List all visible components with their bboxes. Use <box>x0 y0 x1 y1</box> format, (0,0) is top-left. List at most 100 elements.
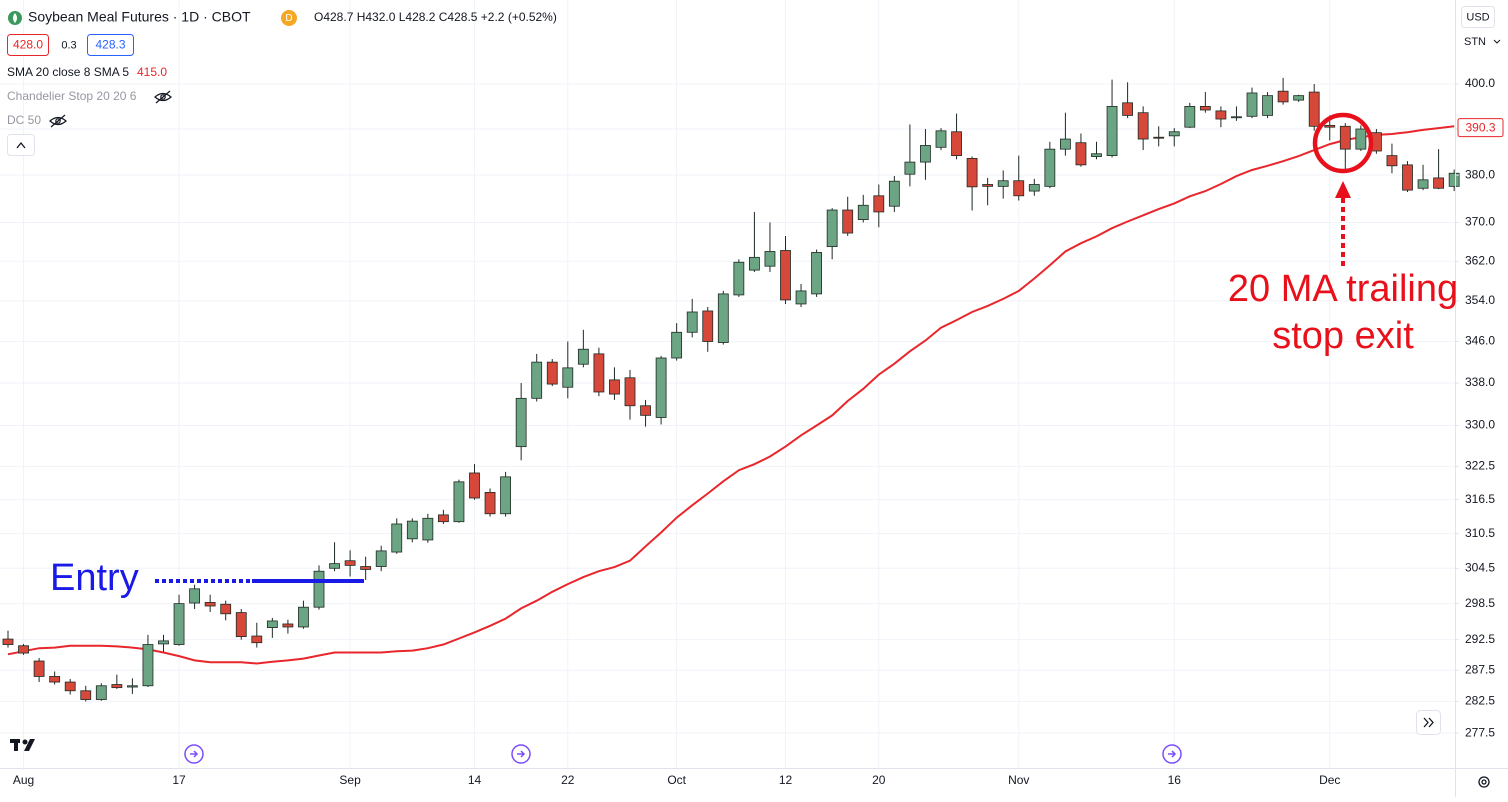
ohlc: O428.7 H432.0 L428.2 C428.5 +2.2 (+0.52%… <box>314 10 557 24</box>
candle-body <box>1386 155 1398 167</box>
indicator-hidden[interactable]: DC 50 <box>7 113 41 127</box>
eye-off-icon[interactable] <box>154 90 172 104</box>
candle-body <box>686 311 698 333</box>
candle-body <box>935 130 947 148</box>
x-tick-label: Aug <box>13 773 34 787</box>
ma-line <box>7 125 1455 665</box>
price-axis: 277.5 282.5 287.5 292.5 298.5 304.5 310.5 316.5… <box>1455 76 1504 739</box>
collapse-button[interactable] <box>7 134 35 156</box>
candle-body <box>562 367 574 388</box>
symbol-title[interactable]: Soybean Meal Futures · 1D · CBOT <box>28 9 251 25</box>
unit[interactable]: STN <box>1464 36 1486 48</box>
candle-body <box>997 180 1009 187</box>
candle-body <box>873 195 885 213</box>
candle-body <box>1137 112 1149 140</box>
indicator-value: 415.0 <box>137 65 167 79</box>
candle-body <box>966 157 978 188</box>
moving-average <box>7 125 1455 665</box>
y-tick-label: 380.0 <box>1465 167 1495 181</box>
candle-body <box>64 681 76 692</box>
candle-body <box>484 492 496 515</box>
candle-body <box>702 310 714 342</box>
candle-body <box>422 517 434 541</box>
y-tick-label: 298.5 <box>1465 596 1495 610</box>
annotations: Entry 20 MA trailing stop exit <box>50 268 1458 599</box>
x-tick-label: 17 <box>172 773 186 787</box>
bid: 428.0 <box>13 38 43 52</box>
candle-body <box>500 476 512 515</box>
bid-box[interactable] <box>7 34 49 56</box>
candle-body <box>1013 180 1025 197</box>
candle-body <box>266 620 278 628</box>
annotation: Entry <box>50 557 139 599</box>
candle-body <box>235 612 247 638</box>
badge-text: D <box>285 13 292 24</box>
candle-body <box>811 252 822 295</box>
candle-body <box>1184 105 1196 128</box>
candle-body <box>313 570 325 608</box>
x-tick-label: 14 <box>468 773 482 787</box>
candle-body <box>142 644 154 687</box>
x-tick-label: 20 <box>872 773 886 787</box>
ask-box[interactable] <box>87 34 134 56</box>
candle-body <box>1448 172 1460 187</box>
candle-body <box>904 161 916 175</box>
candle-body <box>749 256 760 271</box>
indicator-name[interactable]: SMA 20 close 8 SMA 5 <box>7 65 129 79</box>
candle-body <box>158 640 169 645</box>
x-tick-label: 16 <box>1168 773 1182 787</box>
candle-body <box>1122 102 1133 116</box>
candle-body <box>531 361 543 399</box>
candle-body <box>220 603 232 615</box>
candle-body <box>33 660 45 677</box>
candle-body <box>1277 90 1289 103</box>
badge <box>281 10 297 26</box>
candle-body <box>1153 136 1165 139</box>
y-tick-label: 287.5 <box>1465 662 1495 676</box>
candle-body <box>1308 91 1320 127</box>
candle-body <box>515 397 527 448</box>
candle-body <box>1028 184 1040 192</box>
exit-arrow-head <box>1335 181 1351 198</box>
indicator-hidden[interactable]: Chandelier Stop 20 20 6 <box>7 89 137 103</box>
candle-body <box>1339 125 1351 150</box>
candle-body <box>375 550 387 567</box>
candle-body <box>1091 153 1102 157</box>
x-tick-label: 12 <box>779 773 793 787</box>
candle-body <box>733 261 745 296</box>
spread: 0.3 <box>61 39 76 51</box>
candle-body <box>329 563 340 569</box>
event-icons[interactable] <box>184 744 1182 764</box>
candle-body <box>344 560 356 566</box>
candle-body <box>1199 105 1211 111</box>
candle-body <box>1262 95 1273 116</box>
settings-icon[interactable] <box>1478 776 1490 788</box>
x-tick-label: Sep <box>339 773 361 787</box>
y-tick-label: 400.0 <box>1465 76 1495 90</box>
candle-body <box>640 405 651 416</box>
candle-body <box>173 603 185 645</box>
candle-body <box>920 145 931 163</box>
exit-circle <box>1312 112 1374 174</box>
eye-off-icon[interactable] <box>49 114 67 128</box>
y-tick-label: 370.0 <box>1465 215 1495 229</box>
y-tick-label: 362.0 <box>1465 253 1495 267</box>
candle-body <box>780 250 791 301</box>
candle-body <box>1355 128 1367 150</box>
tv-logo[interactable] <box>10 739 35 751</box>
candle-body <box>18 645 29 654</box>
last-value-label: 390.3 <box>1465 120 1495 134</box>
candle-body <box>127 685 138 688</box>
candle-body <box>1060 138 1071 150</box>
y-tick-label: 277.5 <box>1465 725 1495 739</box>
candle-body <box>1433 177 1444 189</box>
unit-chevron <box>1493 39 1501 44</box>
candle-body <box>204 602 216 607</box>
candle-body <box>593 353 605 393</box>
candle-body <box>951 131 962 157</box>
currency-button[interactable] <box>1461 6 1495 28</box>
candle-body <box>111 684 123 689</box>
y-tick-label: 292.5 <box>1465 632 1495 646</box>
y-tick-label: 322.5 <box>1465 459 1495 473</box>
